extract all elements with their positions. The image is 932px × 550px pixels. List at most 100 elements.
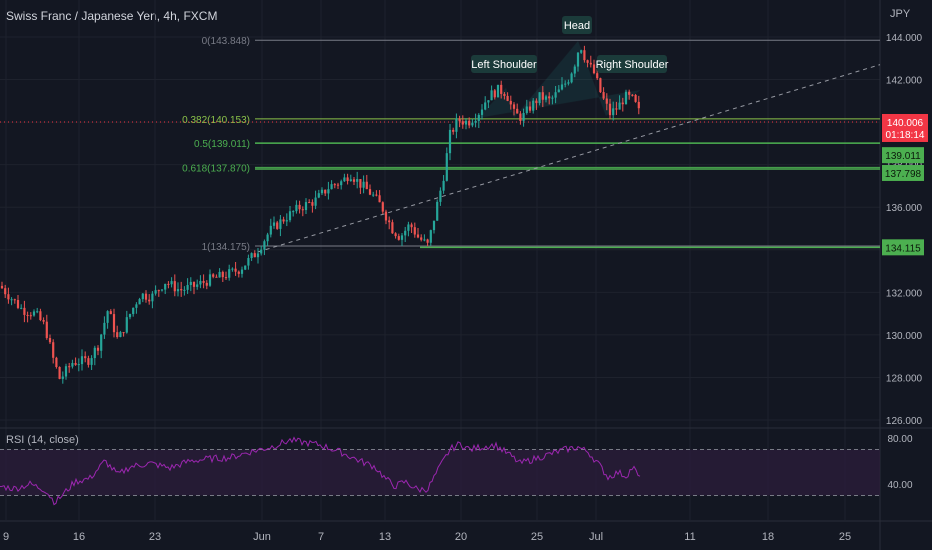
candle-body	[20, 307, 23, 309]
candle-body	[509, 100, 512, 105]
candle-body	[96, 347, 100, 351]
candle-body	[16, 300, 20, 308]
candle-body	[272, 222, 276, 226]
candle-body	[365, 181, 368, 190]
candle-body	[154, 290, 157, 294]
time-tick-label: 13	[379, 531, 391, 543]
candle-body	[269, 225, 272, 235]
candle-body	[487, 100, 490, 103]
candle-body	[532, 100, 535, 111]
candle-body	[400, 235, 404, 240]
candle-body	[391, 222, 394, 234]
candle-body	[439, 190, 442, 202]
current-price-box	[882, 113, 928, 142]
candle-body	[471, 122, 474, 126]
candle-body	[560, 84, 564, 90]
candle-body	[23, 307, 26, 315]
candle-body	[330, 184, 333, 190]
candle-body	[301, 209, 304, 211]
candle-body	[432, 220, 436, 231]
candle-body	[359, 179, 362, 188]
candle-body	[106, 311, 109, 323]
candle-body	[628, 91, 631, 95]
candle-body	[74, 363, 77, 365]
candle-body	[240, 269, 244, 274]
fib-level-label: 0(143.848)	[202, 36, 250, 47]
candle-body	[586, 60, 589, 63]
candle-body	[80, 356, 84, 365]
price-axis: 126.000128.000130.000132.000134.000136.0…	[882, 33, 928, 491]
candle-body	[445, 153, 448, 181]
candle-body	[141, 293, 144, 300]
candle-body	[119, 332, 122, 338]
candle-body	[583, 50, 586, 61]
candle-body	[535, 100, 538, 104]
candle-body	[276, 222, 279, 229]
candle-body	[196, 284, 199, 287]
candle-body	[215, 276, 218, 278]
level-label-box	[882, 164, 924, 181]
candle-body	[394, 233, 397, 237]
candle-body	[612, 108, 615, 116]
rsi-tick-label: 40.00	[887, 480, 912, 491]
candle-body	[205, 282, 208, 286]
candle-body	[381, 202, 384, 212]
candle-body	[554, 92, 557, 98]
candle-body	[602, 92, 605, 99]
time-tick-label: 25	[839, 531, 851, 543]
candle-body	[170, 281, 173, 285]
candle-body	[480, 109, 484, 115]
candle-body	[496, 84, 500, 98]
candle-body	[186, 284, 189, 290]
rsi-line	[0, 436, 641, 506]
candle-body	[10, 299, 13, 301]
candle-body	[84, 356, 87, 359]
level-label-box	[882, 147, 924, 164]
candle-body	[13, 299, 16, 301]
candle-body	[576, 52, 580, 67]
candle-body	[327, 189, 330, 194]
candle-body	[407, 224, 410, 231]
candle-body	[173, 281, 176, 292]
candle-body	[311, 202, 314, 206]
candle-body	[544, 96, 548, 100]
currency-label: JPY	[890, 8, 911, 20]
candle-body	[112, 314, 116, 333]
candle-body	[288, 211, 292, 221]
candle-body	[218, 271, 221, 278]
rsi-band-fill	[0, 449, 880, 496]
candle-body	[71, 363, 74, 367]
candle-body	[413, 227, 416, 235]
candle-body	[506, 95, 509, 101]
candle-body	[144, 293, 148, 300]
candle-body	[256, 253, 260, 258]
candle-body	[253, 253, 256, 258]
time-tick-label: 11	[684, 531, 695, 543]
candle-body	[125, 317, 128, 333]
candle-body	[461, 121, 464, 125]
candle-body	[320, 189, 324, 194]
candle-body	[199, 280, 202, 285]
candle-body	[183, 289, 186, 291]
annotation-bg	[597, 55, 667, 73]
candle-body	[340, 181, 343, 186]
candle-body	[618, 102, 621, 110]
price-tick-label: 128.000	[886, 373, 923, 384]
candle-body	[48, 338, 52, 343]
candle-body	[404, 230, 407, 236]
candle-body	[484, 102, 487, 110]
candle-body	[442, 180, 445, 191]
candle-body	[160, 289, 164, 291]
candle-body	[93, 347, 96, 359]
candle-body	[234, 268, 237, 272]
candle-body	[266, 234, 269, 242]
candle-body	[464, 120, 468, 125]
candle-body	[362, 181, 365, 188]
candle-body	[58, 367, 61, 379]
candle-body	[36, 311, 39, 313]
countdown-label: 01:18:14	[886, 130, 925, 141]
candle-body	[455, 118, 458, 132]
candle-body	[474, 120, 477, 123]
candle-body	[468, 120, 471, 126]
